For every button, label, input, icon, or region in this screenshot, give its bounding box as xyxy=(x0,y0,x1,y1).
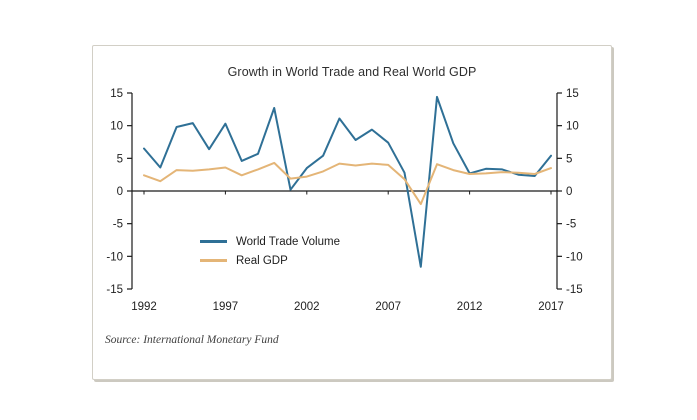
y-tick-label-left: 10 xyxy=(110,121,123,133)
y-tick-label-right: -5 xyxy=(566,219,576,231)
y-tick-label-left: 15 xyxy=(110,88,123,100)
y-tick-label-left: -15 xyxy=(106,284,123,296)
legend-item-real-gdp: Real GDP xyxy=(200,251,340,270)
x-tick-label: 2017 xyxy=(538,301,564,313)
y-tick-label-right: -10 xyxy=(566,251,583,263)
x-tick-label: 2002 xyxy=(294,301,320,313)
legend-item-world-trade-volume: World Trade Volume xyxy=(200,232,340,251)
y-tick-label-right: 0 xyxy=(566,186,572,198)
series-line-real-gdp xyxy=(143,161,552,206)
y-tick-label-left: -10 xyxy=(106,251,123,263)
y-tick-label-left: 5 xyxy=(117,153,123,165)
world-trade-line-swatch xyxy=(200,240,227,243)
chart-title: Growth in World Trade and Real World GDP xyxy=(227,65,477,79)
legend-label-world-trade-volume: World Trade Volume xyxy=(236,235,340,248)
x-tick-label: 2007 xyxy=(375,301,401,313)
source-note: Source: International Monetary Fund xyxy=(105,334,279,346)
y-tick-label-right: 15 xyxy=(566,88,579,100)
legend: World Trade Volume Real GDP xyxy=(200,232,340,270)
real-gdp-line-swatch xyxy=(200,259,227,262)
chart-plot: 15 15 10 10 5 5 0 0 -5 -5 -10 -10 -15 -15 1992 1997 2002… xyxy=(106,88,583,313)
y-tick-label-left: 0 xyxy=(117,186,123,198)
y-tick-label-right: 5 xyxy=(566,153,572,165)
x-tick-label: 1992 xyxy=(131,301,157,313)
x-tick-label: 2012 xyxy=(457,301,483,313)
y-tick-label-left: -5 xyxy=(113,219,123,231)
x-tick-label: 1997 xyxy=(213,301,239,313)
y-tick-label-right: -15 xyxy=(566,284,583,296)
legend-label-real-gdp: Real GDP xyxy=(236,254,288,267)
figure-panel: 15 15 10 10 5 5 0 0 -5 -5 -10 -10 -15 -15 1992 1997 2002… xyxy=(92,45,612,380)
series-line-world-trade-volume xyxy=(143,95,552,268)
y-tick-label-right: 10 xyxy=(566,121,579,133)
